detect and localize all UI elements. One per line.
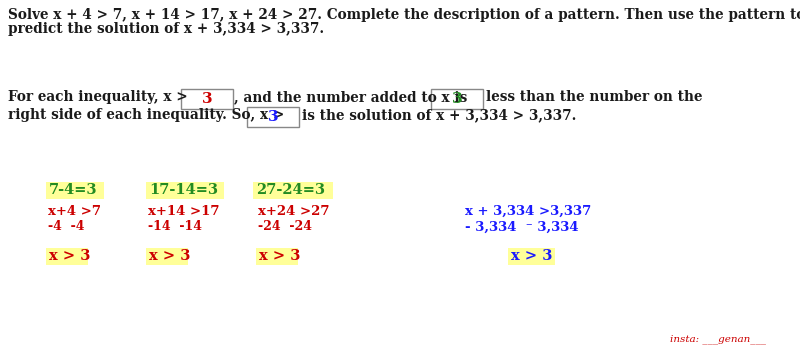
FancyBboxPatch shape [508,248,555,265]
Text: is the solution of x + 3,334 > 3,337.: is the solution of x + 3,334 > 3,337. [302,108,576,122]
FancyBboxPatch shape [146,248,188,265]
Text: predict the solution of x + 3,334 > 3,337.: predict the solution of x + 3,334 > 3,33… [8,22,324,36]
Text: right side of each inequality. So, x >: right side of each inequality. So, x > [8,108,284,122]
Text: , and the number added to x is: , and the number added to x is [234,90,467,104]
Text: For each inequality, x >: For each inequality, x > [8,90,188,104]
Text: insta: ___genan___: insta: ___genan___ [670,334,766,344]
FancyBboxPatch shape [431,89,483,109]
Text: 3: 3 [452,92,462,106]
Text: x > 3: x > 3 [259,249,300,264]
Text: -14  -14: -14 -14 [148,220,202,233]
Text: -24  -24: -24 -24 [258,220,312,233]
Text: -4  -4: -4 -4 [48,220,85,233]
Text: 3: 3 [268,110,278,124]
Text: x > 3: x > 3 [49,249,90,264]
FancyBboxPatch shape [46,248,88,265]
Text: x + 3,334 >3,337: x + 3,334 >3,337 [465,205,591,218]
FancyBboxPatch shape [46,182,104,199]
FancyBboxPatch shape [146,182,224,199]
FancyBboxPatch shape [181,89,233,109]
Text: x > 3: x > 3 [511,249,552,264]
Text: x+14 >17: x+14 >17 [148,205,219,218]
Text: 27-24=3: 27-24=3 [256,184,325,197]
Text: 3: 3 [202,92,212,106]
Text: 17-14=3: 17-14=3 [149,184,218,197]
Text: Solve x + 4 > 7, x + 14 > 17, x + 24 > 27. Complete the description of a pattern: Solve x + 4 > 7, x + 14 > 17, x + 24 > 2… [8,8,800,22]
Text: x+24 >27: x+24 >27 [258,205,330,218]
Text: - 3,334  ⁻ 3,334: - 3,334 ⁻ 3,334 [465,221,578,234]
Text: x+4 >7: x+4 >7 [48,205,101,218]
FancyBboxPatch shape [253,182,333,199]
FancyBboxPatch shape [247,107,299,127]
Text: x > 3: x > 3 [149,249,190,264]
FancyBboxPatch shape [256,248,298,265]
Text: 7-4=3: 7-4=3 [49,184,98,197]
Text: less than the number on the: less than the number on the [486,90,702,104]
